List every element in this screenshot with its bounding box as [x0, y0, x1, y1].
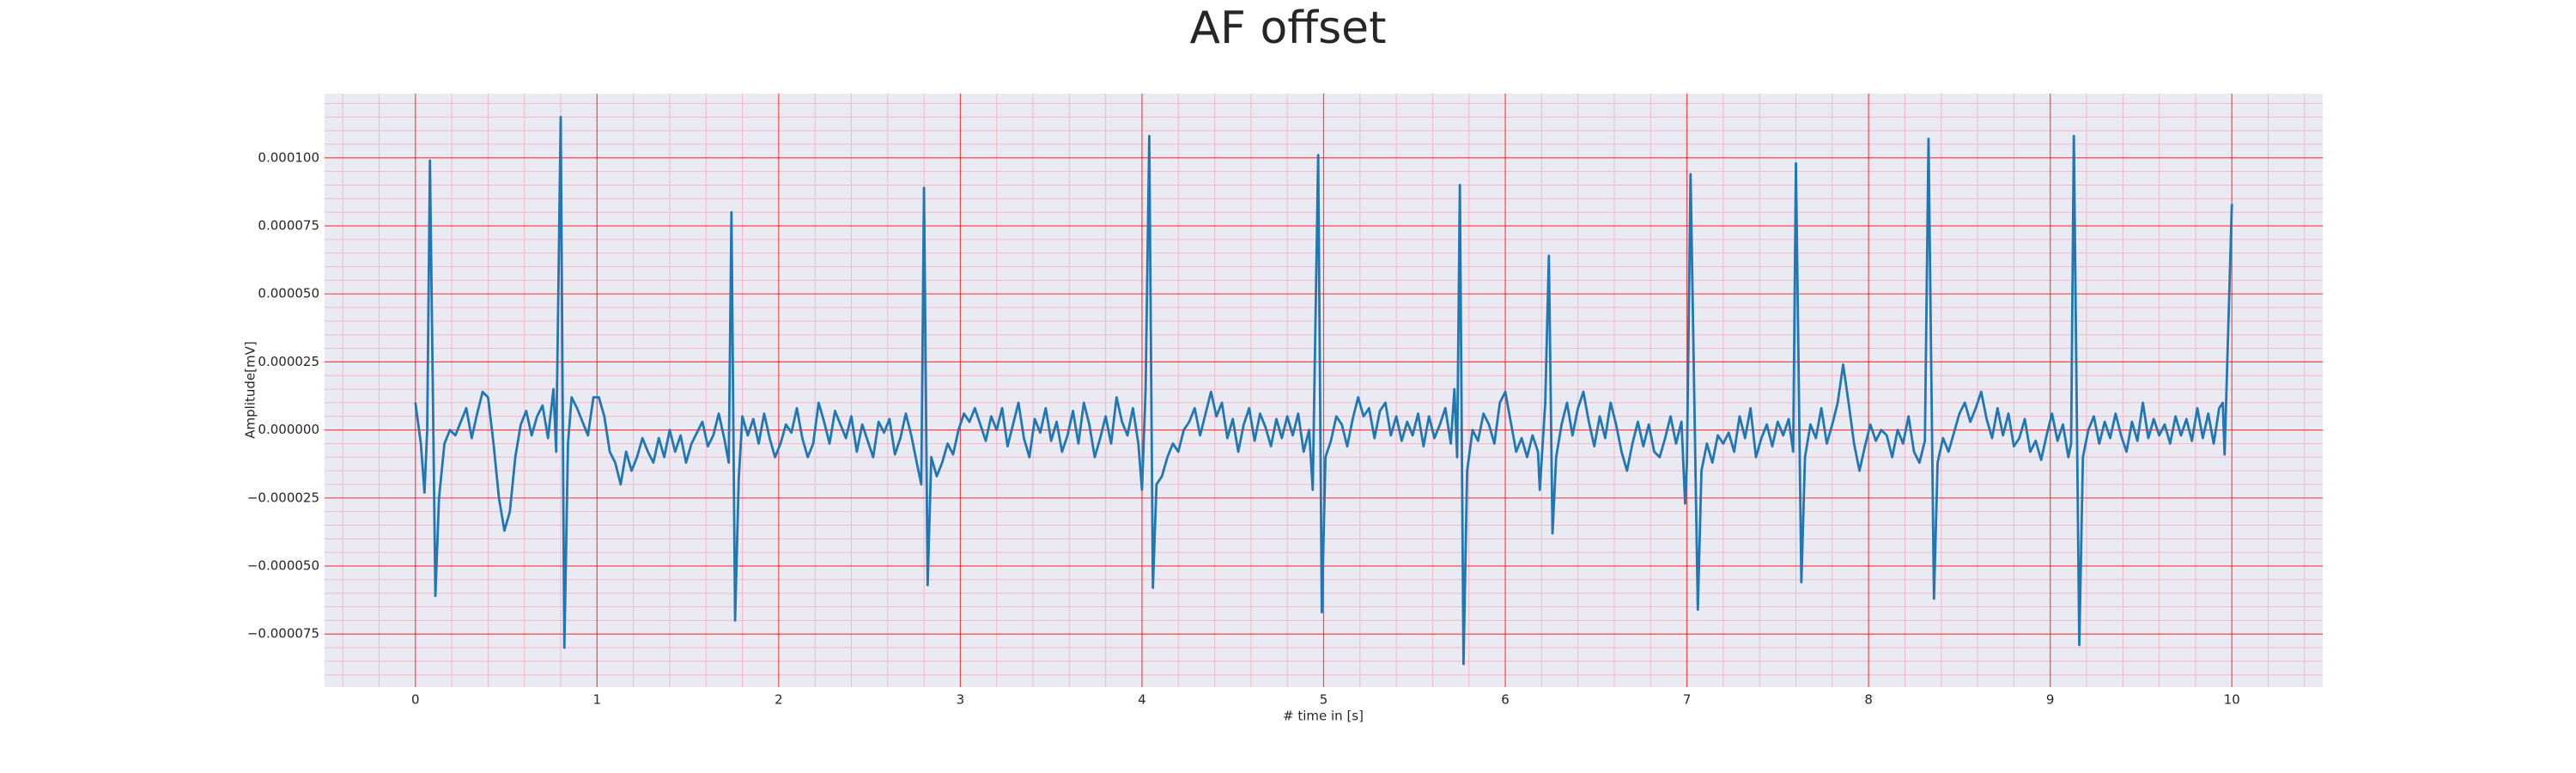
x-tick-label: 6 — [1501, 692, 1510, 708]
x-tick-label: 7 — [1683, 692, 1692, 708]
y-tick-label: 0.000075 — [258, 217, 319, 233]
y-tick-label: 0.000100 — [258, 149, 319, 165]
x-tick-label: 9 — [2046, 692, 2055, 708]
y-tick-label: 0.000000 — [258, 422, 319, 437]
y-tick-label: 0.000050 — [258, 286, 319, 301]
x-tick-label: 2 — [775, 692, 783, 708]
x-tick-label: 3 — [957, 692, 965, 708]
y-tick-label: 0.000025 — [258, 354, 319, 369]
x-tick-label: 5 — [1320, 692, 1328, 708]
x-tick-label: 10 — [2224, 692, 2240, 708]
x-tick-label: 8 — [1864, 692, 1873, 708]
x-tick-label: 1 — [593, 692, 602, 708]
data-line — [414, 115, 2233, 666]
y-tick-label: −0.000050 — [247, 558, 319, 574]
x-tick-label: 0 — [411, 692, 420, 708]
y-tick-label: −0.000075 — [247, 626, 319, 642]
y-axis-label: Amplitude[mV] — [243, 341, 258, 438]
grid — [325, 94, 2323, 687]
x-tick-label: 4 — [1138, 692, 1146, 708]
x-axis-label: # time in [s] — [1283, 709, 1364, 724]
y-tick-label: −0.000025 — [247, 490, 319, 505]
chart-title: AF offset — [1189, 3, 1386, 54]
